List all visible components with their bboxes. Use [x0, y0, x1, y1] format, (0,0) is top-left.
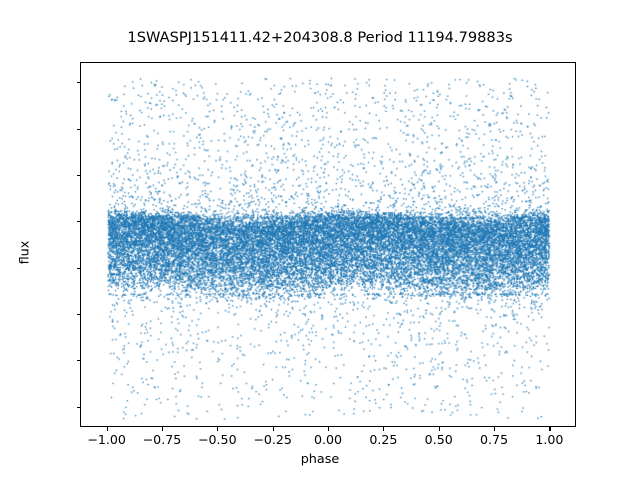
- x-tick-label: 0.25: [369, 432, 398, 447]
- x-tick-mark: [106, 426, 108, 431]
- y-tick-mark: [76, 221, 81, 223]
- y-tick-mark: [76, 128, 81, 130]
- x-tick-label: 0.50: [424, 432, 453, 447]
- scatter-points-layer: [81, 63, 575, 426]
- x-tick-mark: [161, 426, 164, 431]
- x-tick-label: 1.00: [535, 432, 564, 447]
- x-tick-mark: [217, 426, 219, 431]
- x-tick-mark: [549, 426, 551, 431]
- x-tick-mark: [328, 426, 330, 431]
- x-tick-label: −1.00: [87, 432, 126, 447]
- x-tick-mark: [383, 426, 385, 431]
- y-tick-mark: [76, 267, 81, 269]
- y-tick-mark: [76, 406, 81, 408]
- plot-axes-area: [80, 62, 576, 427]
- y-axis-label: flux: [17, 240, 33, 264]
- y-tick-mark: [76, 175, 81, 177]
- x-axis-label: phase: [300, 452, 340, 467]
- x-tick-label: −0.25: [253, 432, 292, 447]
- x-tick-mark: [494, 426, 496, 431]
- x-tick-mark: [272, 426, 274, 431]
- y-tick-mark: [76, 313, 81, 316]
- x-tick-label: 0.75: [480, 432, 509, 447]
- y-tick-mark: [76, 82, 81, 84]
- x-tick-mark: [438, 426, 440, 431]
- y-tick-mark: [76, 360, 81, 362]
- chart-title: 1SWASPJ151411.42+204308.8 Period 11194.7…: [127, 29, 513, 46]
- x-tick-label: 0.00: [313, 432, 343, 447]
- x-tick-label: −0.75: [142, 432, 182, 447]
- x-tick-label: −0.50: [197, 432, 237, 447]
